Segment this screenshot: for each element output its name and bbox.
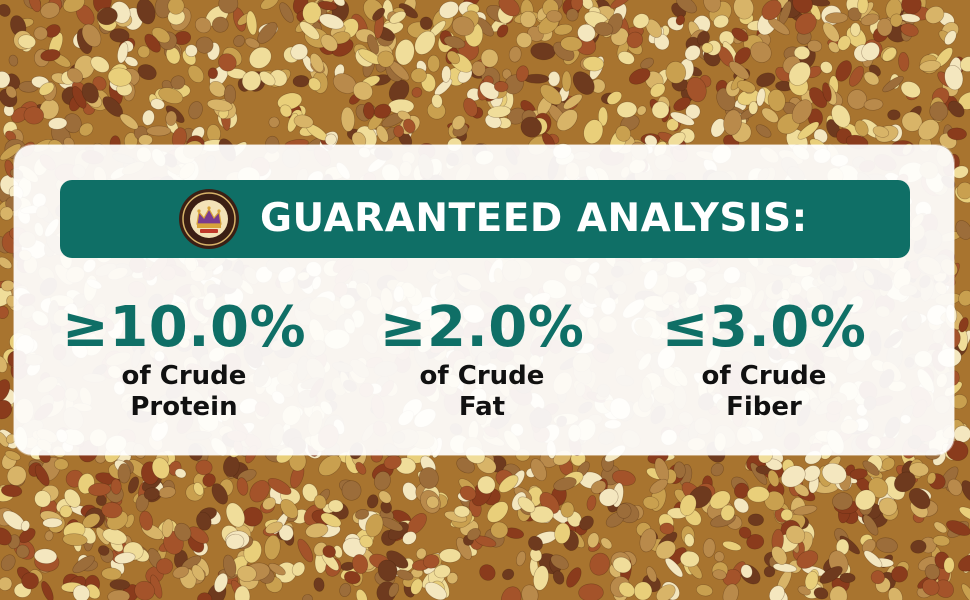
stat-fat-label-line2: Fat (458, 392, 506, 422)
stat-fat: ≥2.0% of Crude Fat (342, 295, 622, 423)
analysis-banner: GUARANTEED ANALYSIS: (60, 180, 910, 258)
stat-fiber-label-line1: of Crude (701, 361, 827, 391)
stat-fiber-value: ≤3.0% (661, 295, 867, 360)
banner-title: GUARANTEED ANALYSIS: (260, 196, 808, 241)
analysis-panel: GUARANTEED ANALYSIS: ≥10.0% of Crude Pro… (14, 145, 954, 455)
stat-fiber-label-line2: Fiber (726, 392, 802, 422)
stat-fat-label-line1: of Crude (419, 361, 545, 391)
stat-fiber: ≤3.0% of Crude Fiber (624, 295, 904, 423)
stat-fat-value: ≥2.0% (379, 295, 585, 360)
stat-protein-value: ≥10.0% (61, 295, 307, 360)
stats-row: ≥10.0% of Crude Protein ≥2.0% of Crude F… (14, 295, 954, 435)
stat-protein: ≥10.0% of Crude Protein (44, 295, 324, 423)
stat-protein-label-line2: Protein (130, 392, 238, 422)
stat-protein-label-line1: of Crude (121, 361, 247, 391)
crown-badge-icon (179, 189, 239, 249)
